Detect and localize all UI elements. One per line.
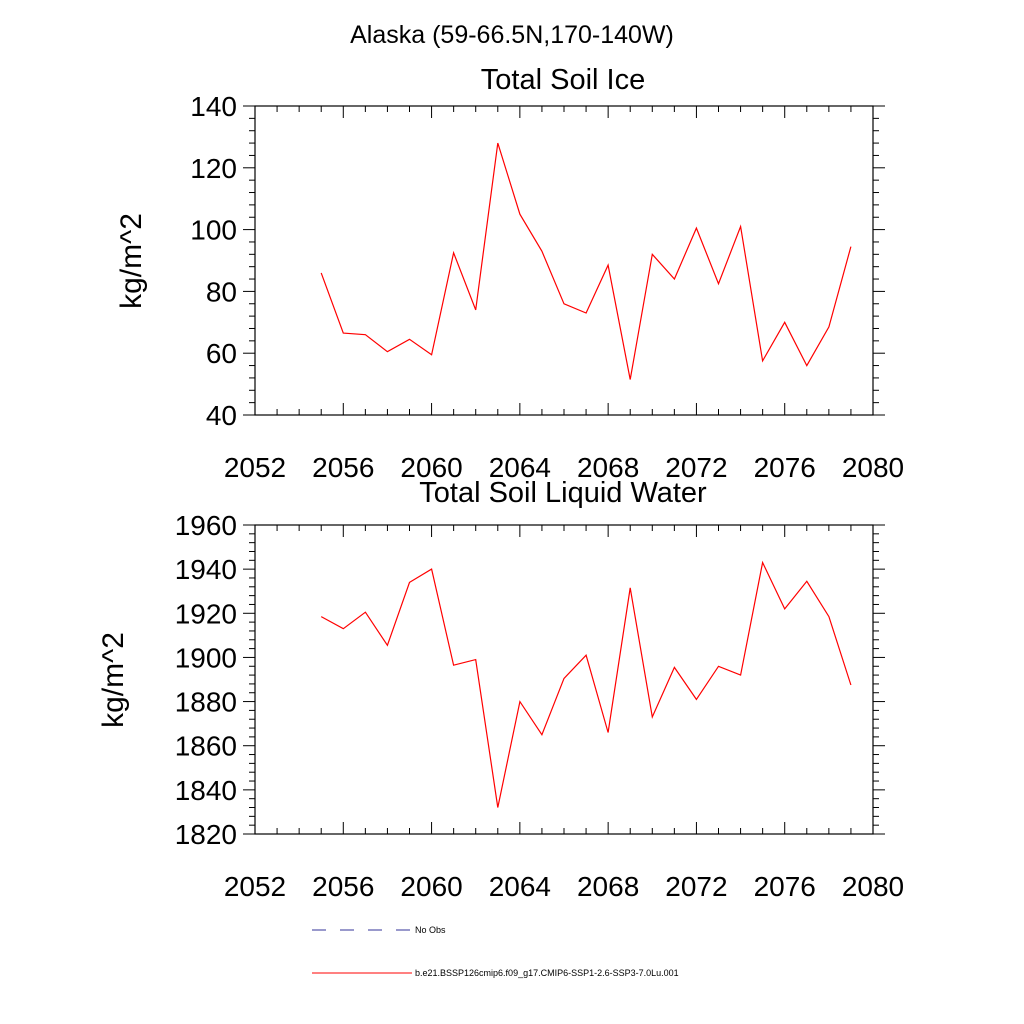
x-tick-label: 2056	[312, 452, 374, 483]
y-tick-label: 80	[206, 276, 237, 307]
x-tick-label: 2060	[400, 871, 462, 902]
x-tick-label: 2076	[754, 871, 816, 902]
legend-label-no-obs: No Obs	[415, 925, 446, 935]
y-tick-label: 100	[190, 215, 237, 246]
y-axis-label-soil-ice: kg/m^2	[115, 213, 148, 309]
y-tick-label: 140	[190, 91, 237, 122]
panel-title-soil-ice: Total Soil Ice	[481, 64, 645, 96]
y-tick-label: 40	[206, 400, 237, 431]
x-tick-label: 2072	[665, 871, 727, 902]
x-tick-label: 2076	[754, 452, 816, 483]
x-tick-label: 2072	[665, 452, 727, 483]
y-tick-label: 1820	[175, 819, 237, 850]
y-tick-label: 120	[190, 153, 237, 184]
y-tick-label: 60	[206, 338, 237, 369]
y-tick-label: 1860	[175, 731, 237, 762]
series-line	[320, 560, 852, 808]
chart-panel-soil-liquid-water: Total Soil Liquid Water kg/m^2 2052 2056 2…	[97, 477, 904, 902]
plot-frame	[254, 105, 874, 416]
legend: No Obs b.e21.BSSP126cmip6.f09_g17.CMIP6-…	[312, 925, 679, 978]
x-tick-label: 2056	[312, 871, 374, 902]
chart-panel-soil-ice: Total Soil Ice kg/m^2 2052 2056 2060 2064 20…	[115, 64, 904, 483]
y-tick-label: 1900	[175, 642, 237, 673]
series-line	[320, 142, 852, 380]
x-tick-label: 2052	[224, 871, 286, 902]
y-tick-label: 1880	[175, 687, 237, 718]
figure-title: Alaska (59-66.5N,170-140W)	[350, 21, 674, 49]
y-tick-label: 1920	[175, 598, 237, 629]
x-tick-label: 2064	[489, 871, 551, 902]
x-tick-label: 2080	[842, 871, 904, 902]
y-tick-label: 1940	[175, 554, 237, 585]
x-tick-label: 2052	[224, 452, 286, 483]
x-tick-label: 2068	[577, 452, 639, 483]
x-tick-label: 2080	[842, 452, 904, 483]
panel-title-soil-liquid-water: Total Soil Liquid Water	[419, 477, 707, 509]
x-tick-label: 2064	[489, 452, 551, 483]
y-axis-label-soil-liquid-water: kg/m^2	[97, 632, 130, 728]
x-tick-label: 2068	[577, 871, 639, 902]
x-tick-label: 2060	[400, 452, 462, 483]
y-tick-label: 1960	[175, 510, 237, 541]
y-tick-label: 1840	[175, 775, 237, 806]
legend-label-model-run: b.e21.BSSP126cmip6.f09_g17.CMIP6-SSP1-2.…	[415, 968, 679, 978]
